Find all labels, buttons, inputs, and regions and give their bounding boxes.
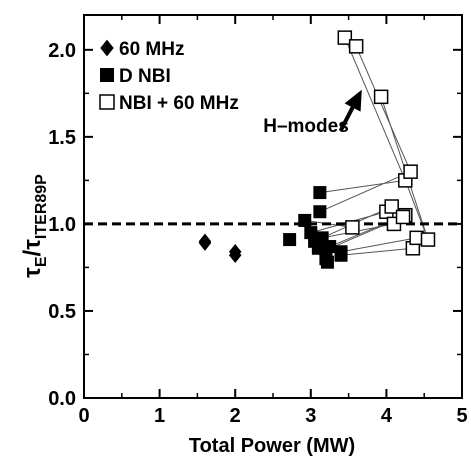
y-tick-label: 2.0 [48,40,76,62]
connection-line [344,37,406,181]
legend: 60 MHz D NBI NBI + 60 MHz [99,39,239,114]
data-point [198,233,212,250]
legend-marker [100,68,114,82]
data-point [323,240,337,254]
connection-line [340,237,417,253]
connection-line [404,180,429,240]
y-axis-title-slash: /τ [19,239,46,257]
y-tick-label: 1.5 [48,127,76,149]
legend-label: D NBI [119,66,171,87]
legend-label: NBI + 60 MHz [119,93,239,114]
data-point [283,233,297,247]
data-point [228,243,242,260]
x-axis-title: Total Power (MW) [189,435,355,457]
annotation-arrow-head [344,89,362,112]
data-point [320,255,334,269]
data-point [395,209,411,225]
y-tick-label: 1.0 [48,214,76,236]
data-point [298,213,312,227]
data-point [313,186,327,200]
y-axis-title-sub1: E [33,256,50,267]
data-point [345,220,360,235]
data-point [334,245,348,259]
y-axis-title-sub2: ITER89P [33,174,50,239]
legend-marker [99,94,115,110]
x-tick-label: 0 [78,405,89,427]
data-point [373,89,389,105]
axis-ticks: 0 1 2 3 4 5 0.0 0.5 1.0 1.5 2.0 [48,15,468,427]
data-point [348,39,364,54]
y-axis-title: τE/τITER89P [19,174,50,278]
annotation: H–modes [263,89,362,137]
connection-line [355,46,412,172]
x-tick-label: 2 [230,405,241,427]
y-axis-title-main: τ [19,267,46,278]
data-points [198,30,436,269]
connection-line [319,179,406,194]
x-tick-label: 1 [154,405,165,427]
legend-label: 60 MHz [119,39,184,60]
y-tick-label: 0.0 [48,388,76,410]
data-point [403,164,418,179]
x-tick-label: 5 [456,405,467,427]
annotation-label: H–modes [263,116,349,137]
y-tick-label: 0.5 [48,301,76,323]
data-point [313,205,327,219]
x-tick-label: 3 [305,405,316,427]
legend-marker [100,39,114,57]
data-point [384,199,399,214]
connection-line [340,247,413,256]
x-tick-label: 4 [381,405,393,427]
data-point [337,30,353,45]
connection-line [319,171,411,213]
data-point [420,232,436,247]
